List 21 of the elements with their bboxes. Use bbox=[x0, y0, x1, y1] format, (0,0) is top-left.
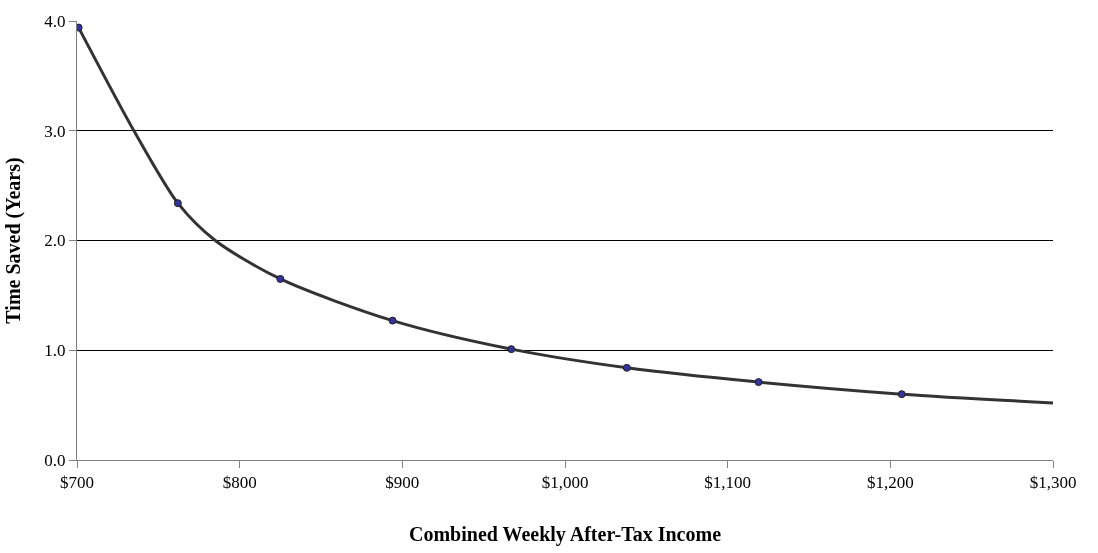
y-tick-label: 1.0 bbox=[44, 341, 66, 361]
x-tick-label: $1,200 bbox=[866, 473, 914, 493]
y-axis-title: Time Saved (Years) bbox=[1, 157, 25, 324]
y-tick-label: 4.0 bbox=[44, 11, 66, 31]
y-tick-label: 3.0 bbox=[44, 121, 66, 141]
x-tick-label: $800 bbox=[222, 473, 257, 493]
x-tick-label: $1,300 bbox=[1029, 473, 1077, 493]
point bbox=[754, 378, 763, 387]
point bbox=[507, 345, 516, 354]
x-tick-label: $900 bbox=[385, 473, 420, 493]
y-tick-label: 2.0 bbox=[44, 231, 66, 251]
point bbox=[897, 390, 906, 399]
point bbox=[173, 199, 182, 208]
y-tick-label: 0.0 bbox=[44, 450, 66, 470]
point bbox=[622, 363, 631, 372]
x-axis-title: Combined Weekly After-Tax Income bbox=[408, 522, 722, 546]
x-tick-label: $700 bbox=[60, 473, 94, 493]
x-tick-label: $1,000 bbox=[541, 473, 589, 493]
point bbox=[276, 274, 285, 283]
point bbox=[388, 316, 397, 325]
x-tick-label: $1,100 bbox=[704, 473, 752, 493]
